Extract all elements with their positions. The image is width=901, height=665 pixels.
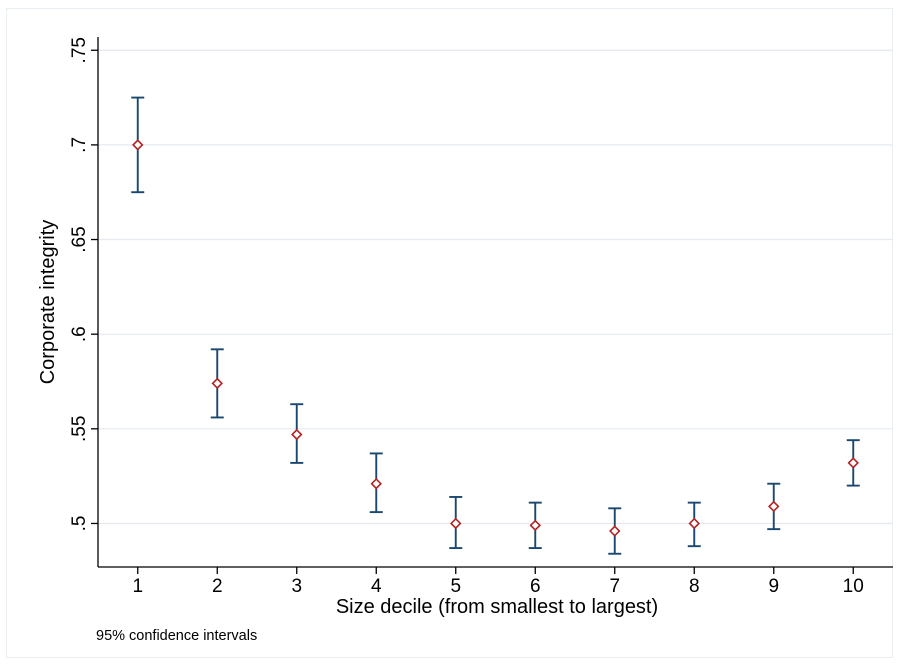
y-axis-title: Corporate integrity [37, 220, 59, 385]
x-tick-label: 4 [371, 576, 382, 597]
x-tick-label: 6 [530, 576, 541, 597]
x-tick-label: 2 [212, 576, 223, 597]
y-tick-label: .7 [69, 137, 90, 153]
data-point [291, 428, 303, 441]
y-tick-label: .65 [69, 226, 90, 252]
y-tick-label: .75 [69, 37, 90, 63]
data-point [211, 377, 223, 390]
x-tick-label: 3 [291, 576, 302, 597]
chart-note: 95% confidence intervals [96, 628, 257, 644]
data-point [609, 525, 621, 537]
x-tick-label: 8 [689, 576, 700, 597]
data-point [529, 519, 541, 532]
x-tick-label: 9 [768, 576, 779, 597]
x-tick-label: 5 [450, 576, 461, 597]
y-tick-label: .6 [69, 326, 90, 342]
data-point [847, 457, 859, 469]
data-point [768, 500, 780, 513]
x-axis-title: Size decile (from smallest to largest) [336, 596, 658, 618]
x-tick-label: 7 [609, 576, 620, 597]
data-point [688, 517, 700, 530]
data-point [370, 477, 382, 490]
x-tick-label: 1 [132, 576, 143, 597]
data-point [450, 517, 462, 530]
y-tick-labels: .5 .55 .6 .65 .7 .75 [69, 37, 90, 531]
axes [91, 37, 893, 574]
x-tick-labels: 1 2 3 4 5 6 7 8 9 10 [132, 576, 863, 597]
grid-lines [98, 49, 893, 525]
y-tick-label: .5 [69, 516, 90, 532]
y-tick-label: .55 [69, 416, 90, 442]
x-tick-label: 10 [843, 576, 864, 597]
chart-frame [6, 8, 893, 658]
error-bars [131, 96, 860, 555]
data-point [132, 139, 144, 151]
data-points [132, 139, 859, 537]
